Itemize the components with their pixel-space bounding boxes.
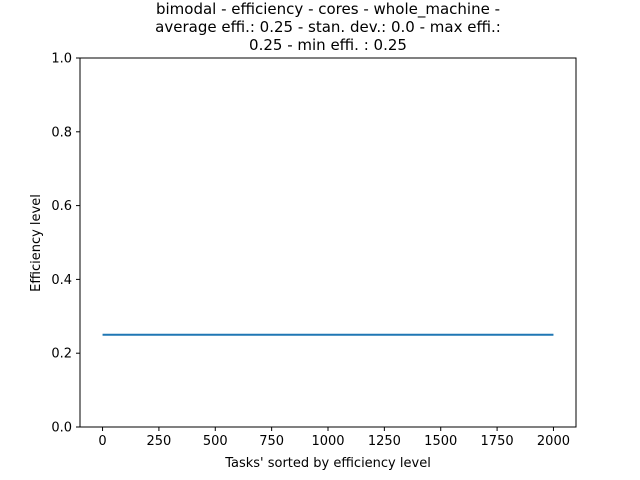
- plot-frame: [79, 57, 577, 428]
- y-tick-label: 0.4: [51, 273, 72, 288]
- plot-area: 0 250 500 750 1000 1250 1500 1750 2000 0.0 0.2 0.4 0…: [51, 52, 577, 449]
- x-tick-label: 1250: [368, 434, 401, 449]
- x-axis-label: Tasks' sorted by efficiency level: [224, 456, 431, 471]
- y-tick-label: 0.2: [51, 347, 72, 362]
- x-tick-label: 1750: [481, 434, 514, 449]
- chart-title-line-3: 0.25 - min effi. : 0.25: [249, 36, 407, 54]
- x-tick-label: 1000: [311, 434, 344, 449]
- x-tick-label: 750: [259, 434, 284, 449]
- x-tick-label: 250: [146, 434, 171, 449]
- x-tick-label: 2000: [537, 434, 570, 449]
- y-tick-label: 0.6: [51, 199, 72, 214]
- chart-title-line-1: bimodal - efficiency - cores - whole_mac…: [156, 0, 500, 19]
- y-tick-label: 0.0: [51, 421, 72, 436]
- y-tick-label: 1.0: [51, 52, 72, 67]
- chart-title-line-2: average effi.: 0.25 - stan. dev.: 0.0 - …: [155, 18, 501, 36]
- y-axis-label: Efficiency level: [29, 194, 44, 292]
- x-tick-label: 0: [98, 434, 106, 449]
- x-tick-label: 500: [203, 434, 228, 449]
- x-tick-label: 1500: [424, 434, 457, 449]
- y-tick-label: 0.8: [51, 125, 72, 140]
